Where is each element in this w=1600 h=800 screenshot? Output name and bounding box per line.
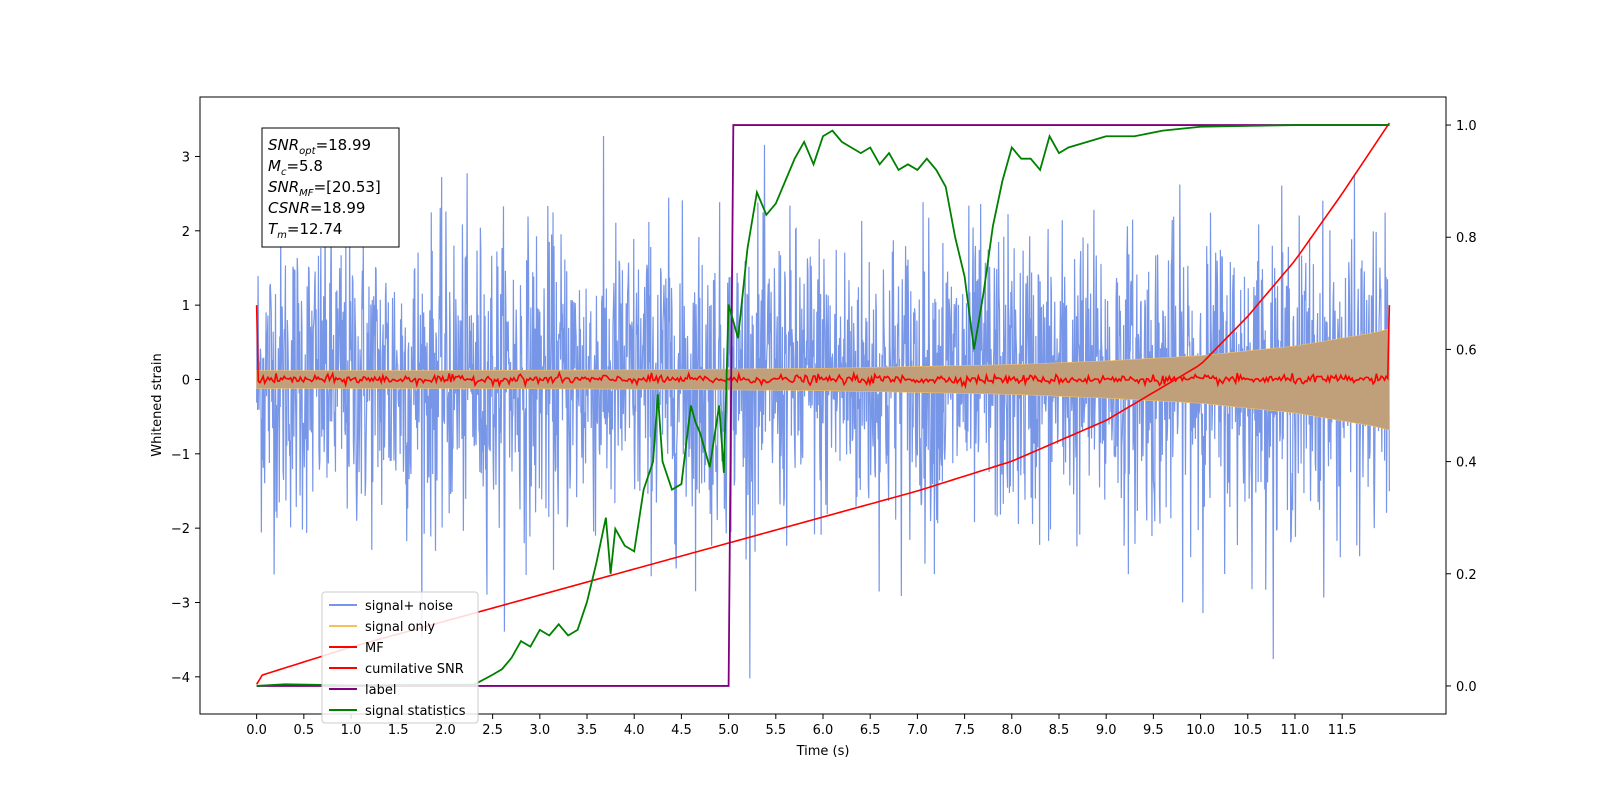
info-symbol: CSNR — [268, 199, 310, 217]
info-symbol: M — [268, 157, 281, 175]
x-axis-title: Time (s) — [796, 744, 850, 759]
x-tick-label: 7.5 — [954, 723, 975, 738]
info-value: =18.99 — [316, 136, 372, 154]
x-tick-label: 4.0 — [624, 723, 645, 738]
info-subscript: c — [281, 167, 287, 178]
info-value: =5.8 — [286, 157, 322, 175]
legend-label: signal statistics — [365, 704, 466, 719]
series-signal-statistics-line — [256, 124, 1390, 687]
info-symbol: SNR — [268, 178, 299, 196]
y-tick-label: −1 — [171, 448, 190, 463]
info-value: =[20.53] — [314, 178, 381, 196]
legend-label: signal+ noise — [365, 599, 453, 614]
y-axis-left: 3 2 1 0 −1 −2 −3 −4 — [171, 150, 200, 686]
y-tick-label: 0 — [182, 373, 190, 388]
info-subscript: MF — [299, 188, 314, 199]
x-tick-label: 8.0 — [1001, 723, 1022, 738]
y-axis-right: 1.0 0.8 0.6 0.4 0.2 0.0 — [1446, 119, 1477, 695]
info-value: =12.74 — [287, 220, 343, 238]
info-subscript: m — [277, 230, 287, 241]
x-tick-label: 8.5 — [1049, 723, 1070, 738]
y-tick-label: −4 — [171, 671, 190, 686]
info-box-frame — [261, 127, 400, 248]
y-tick-label: 3 — [182, 150, 190, 165]
x-tick-label: 2.5 — [482, 723, 503, 738]
legend-label: MF — [365, 641, 384, 656]
x-tick-label: 11.5 — [1328, 723, 1357, 738]
x-tick-label: 3.5 — [577, 723, 598, 738]
legend-label: cumilative SNR — [365, 662, 464, 677]
y2-tick-label: 0.0 — [1456, 680, 1477, 695]
y-axis-title: Whitened strain — [150, 353, 165, 456]
y-tick-label: 2 — [182, 225, 190, 240]
y-tick-label: 1 — [182, 299, 190, 314]
y2-tick-label: 1.0 — [1456, 119, 1477, 134]
info-box-line: Tm=12.74 — [268, 220, 342, 241]
x-tick-label: 6.5 — [860, 723, 881, 738]
x-tick-label: 6.0 — [813, 723, 834, 738]
legend-frame — [321, 591, 479, 724]
x-tick-label: 2.0 — [435, 723, 456, 738]
series-mf-line — [255, 305, 1391, 390]
info-box-line: SNRopt=18.99 — [268, 136, 371, 157]
x-tick-label: 7.0 — [907, 723, 928, 738]
info-symbol: SNR — [268, 136, 299, 154]
info-symbol: T — [268, 220, 279, 238]
y2-tick-label: 0.4 — [1456, 456, 1477, 471]
x-tick-label: 5.5 — [765, 723, 786, 738]
y-tick-label: −2 — [171, 522, 190, 537]
x-tick-label: 1.5 — [388, 723, 409, 738]
x-tick-label: 4.5 — [671, 723, 692, 738]
x-tick-label: 3.0 — [529, 723, 550, 738]
x-tick-label: 1.0 — [341, 723, 362, 738]
info-subscript: opt — [299, 146, 316, 157]
y2-tick-label: 0.2 — [1456, 568, 1477, 583]
x-axis: 0.0 0.5 1.0 1.5 2.0 2.5 3.0 3.5 4.0 4.5 5.0 5.5 6.0 6… — [246, 714, 1357, 738]
info-box-line: SNRMF=[20.53] — [268, 178, 381, 199]
x-tick-label: 10.0 — [1186, 723, 1215, 738]
info-value: =18.99 — [310, 199, 366, 217]
legend-label: label — [365, 683, 396, 698]
legend: signal+ noise signal only MF cumilative SNR… — [321, 591, 479, 724]
x-tick-label: 9.5 — [1143, 723, 1164, 738]
y-tick-label: −3 — [171, 596, 190, 611]
x-tick-label: 0.5 — [293, 723, 314, 738]
info-box-line: Mc=5.8 — [268, 157, 323, 178]
x-tick-label: 9.0 — [1096, 723, 1117, 738]
y2-tick-label: 0.6 — [1456, 343, 1477, 358]
series-label-line — [256, 124, 1390, 687]
x-tick-label: 11.0 — [1280, 723, 1309, 738]
info-box-line: CSNR=18.99 — [268, 199, 365, 217]
y2-tick-label: 0.8 — [1456, 231, 1477, 246]
x-tick-label: 5.0 — [718, 723, 739, 738]
info-box: SNRopt=18.99Mc=5.8SNRMF=[20.53]CSNR=18.9… — [261, 127, 400, 248]
x-tick-label: 10.5 — [1233, 723, 1262, 738]
legend-label: signal only — [365, 620, 435, 635]
x-tick-label: 0.0 — [246, 723, 267, 738]
